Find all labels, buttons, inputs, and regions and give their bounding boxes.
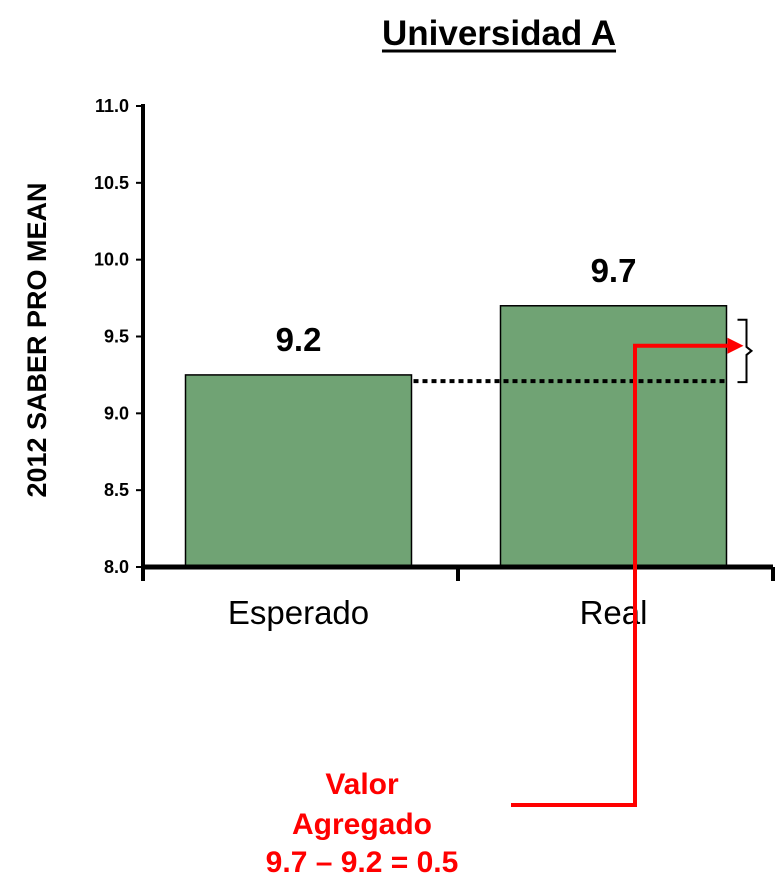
y-tick-label: 8.0 [104, 557, 129, 577]
annotation-line-2: Agregado [292, 808, 432, 841]
y-tick-label: 11.0 [95, 96, 129, 116]
x-tick-label: Esperado [228, 594, 369, 631]
y-axis-label: 2012 SABER PRO MEAN [22, 182, 52, 497]
bar-esperado [184, 374, 413, 568]
y-axis-ticks: 8.0 8.5 9.0 9.5 10.0 10.5 11.0 [94, 96, 143, 577]
y-tick-label: 9.0 [104, 403, 129, 423]
value-added-annotation: Valor Agregado 9.7 – 9.2 = 0.5 [266, 768, 459, 874]
y-tick-label: 10.0 [94, 250, 129, 270]
y-tick-label: 9.5 [104, 327, 129, 347]
difference-bracket [737, 318, 754, 384]
x-axis-ticks: Esperado Real [141, 567, 775, 631]
data-label: 9.2 [276, 321, 322, 358]
data-labels: 9.2 9.7 [276, 252, 637, 358]
bar-real [499, 305, 728, 568]
bars [184, 305, 728, 568]
data-label: 9.7 [591, 252, 637, 289]
y-tick-label: 10.5 [94, 173, 129, 193]
annotation-line-3: 9.7 – 9.2 = 0.5 [266, 846, 459, 874]
chart-title: Universidad A [382, 14, 616, 53]
annotation-arrowhead [727, 337, 744, 354]
y-tick-label: 8.5 [104, 480, 129, 500]
x-tick-label: Real [580, 594, 648, 631]
annotation-connector-line [511, 343, 730, 807]
annotation-line-1: Valor [325, 768, 399, 801]
